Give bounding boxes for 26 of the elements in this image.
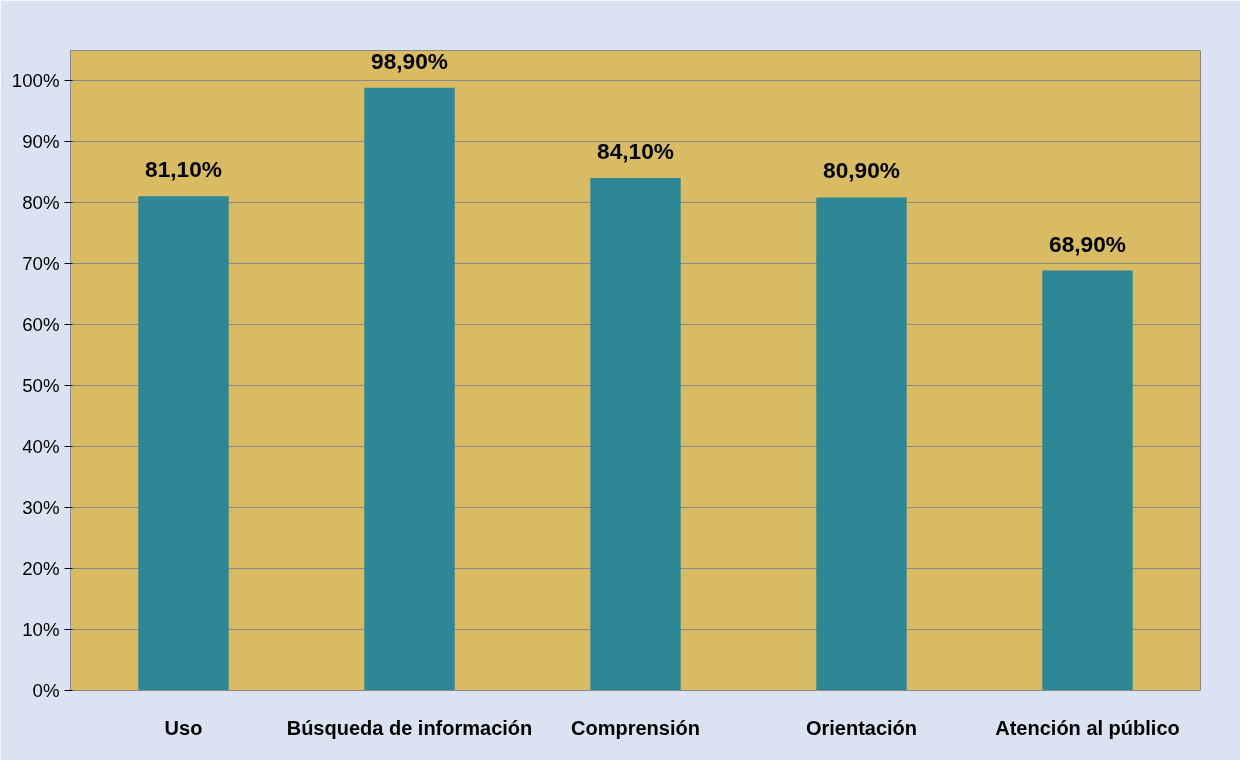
bar [364,87,455,691]
x-tick-label: Búsqueda de información [286,716,533,739]
y-tick-label: 0% [32,680,60,701]
data-label: 84,10% [597,137,674,164]
y-tick-label: 60% [22,314,60,336]
y-tick-label: 30% [22,497,60,519]
x-tick-label: Comprensión [571,716,700,739]
x-tick-label: Atención al público [995,716,1180,739]
y-tick-label: 90% [22,131,60,153]
bar [590,177,681,691]
y-tick-label: 10% [22,619,60,641]
bar [1042,270,1133,691]
y-tick-label: 100% [11,70,60,92]
data-label: 80,90% [823,157,900,184]
bar [816,197,907,691]
y-tick-label: 50% [22,375,60,397]
data-label: 68,90% [1049,230,1126,257]
x-tick-label: Orientación [805,716,918,739]
data-label: 81,10% [145,156,222,183]
y-tick-label: 20% [22,558,60,580]
data-label: 98,90% [371,47,448,74]
x-tick-label: Uso [164,716,203,739]
y-tick-label: 70% [22,253,60,275]
y-tick-label: 40% [22,436,60,458]
y-tick-label: 80% [22,192,60,214]
bar [138,196,229,691]
